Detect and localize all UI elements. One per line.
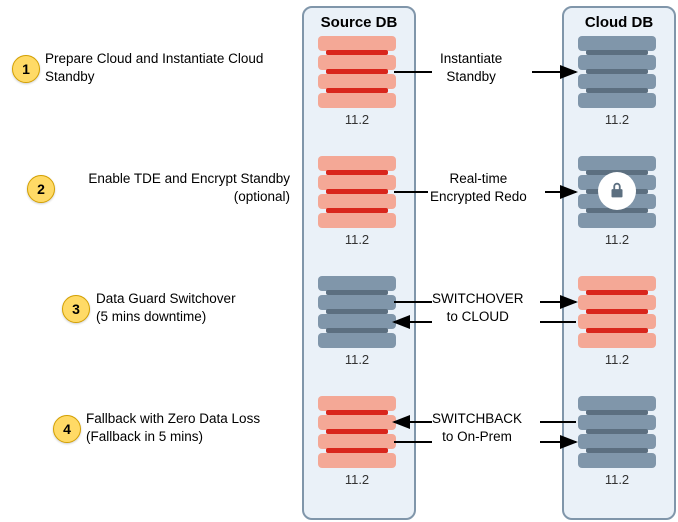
- arrow-layer: [0, 0, 678, 522]
- diagram-root: Source DB Cloud DB 1 Prepare Cloud and I…: [0, 0, 678, 522]
